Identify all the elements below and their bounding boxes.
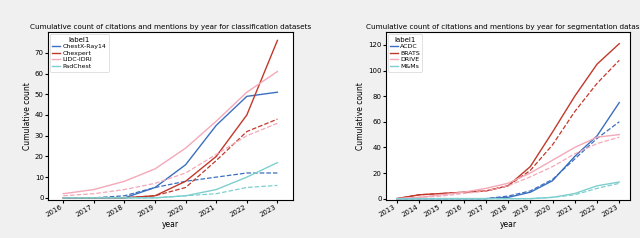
ACDC [415, 197, 423, 200]
DRIVE [571, 146, 579, 149]
DRIVE [482, 187, 490, 190]
Line: PadChest: PadChest [63, 163, 277, 198]
BRATS [616, 42, 623, 45]
Chexpert [151, 194, 159, 197]
BRATS [415, 193, 423, 196]
Y-axis label: Cumulative count: Cumulative count [23, 82, 32, 150]
M&Ms [415, 197, 423, 200]
ACDC [504, 196, 512, 199]
PadChest [182, 194, 189, 197]
ACDC [393, 197, 401, 200]
Title: Cumulative count of citations and mentions by year for classification datasets: Cumulative count of citations and mentio… [29, 24, 311, 30]
ACDC [616, 101, 623, 104]
Chexpert [182, 180, 189, 183]
DRIVE [616, 133, 623, 136]
ChestX-Ray14 [182, 163, 189, 166]
PadChest [273, 161, 281, 164]
LIDC-IDRI [90, 188, 98, 191]
Line: ChestX-Ray14: ChestX-Ray14 [63, 92, 277, 198]
DRIVE [548, 159, 556, 162]
DRIVE [527, 172, 534, 174]
BRATS [548, 131, 556, 134]
M&Ms [438, 197, 445, 200]
ChestX-Ray14 [212, 124, 220, 127]
Chexpert [120, 196, 128, 199]
DRIVE [504, 182, 512, 185]
ChestX-Ray14 [120, 196, 128, 199]
BRATS [571, 95, 579, 98]
Legend: ChestX-Ray14, Chexpert, LIDC-IDRI, PadChest: ChestX-Ray14, Chexpert, LIDC-IDRI, PadCh… [50, 34, 109, 71]
ChestX-Ray14 [60, 196, 67, 199]
Line: ACDC: ACDC [397, 103, 620, 199]
PadChest [151, 196, 159, 199]
Chexpert [273, 39, 281, 42]
M&Ms [393, 197, 401, 200]
BRATS [393, 197, 401, 200]
M&Ms [616, 181, 623, 183]
Line: M&Ms: M&Ms [397, 182, 620, 199]
M&Ms [593, 184, 601, 187]
M&Ms [548, 196, 556, 199]
BRATS [482, 189, 490, 192]
BRATS [460, 191, 467, 194]
X-axis label: year: year [162, 220, 179, 229]
X-axis label: year: year [499, 220, 516, 229]
DRIVE [393, 197, 401, 200]
Chexpert [212, 155, 220, 158]
PadChest [243, 176, 251, 178]
LIDC-IDRI [273, 70, 281, 73]
M&Ms [482, 197, 490, 200]
PadChest [90, 196, 98, 199]
ACDC [527, 191, 534, 194]
ChestX-Ray14 [243, 95, 251, 98]
M&Ms [460, 197, 467, 200]
LIDC-IDRI [182, 147, 189, 149]
BRATS [527, 165, 534, 168]
M&Ms [527, 197, 534, 200]
PadChest [60, 196, 67, 199]
Line: DRIVE: DRIVE [397, 135, 620, 199]
ChestX-Ray14 [273, 91, 281, 94]
Chexpert [60, 196, 67, 199]
DRIVE [438, 193, 445, 196]
ChestX-Ray14 [90, 196, 98, 199]
ChestX-Ray14 [151, 186, 159, 189]
BRATS [504, 184, 512, 187]
PadChest [120, 196, 128, 199]
DRIVE [460, 191, 467, 194]
ACDC [438, 197, 445, 200]
ACDC [593, 134, 601, 137]
ACDC [482, 197, 490, 200]
Line: LIDC-IDRI: LIDC-IDRI [63, 71, 277, 194]
BRATS [438, 192, 445, 195]
DRIVE [593, 136, 601, 139]
LIDC-IDRI [120, 180, 128, 183]
Title: Cumulative count of citations and mentions by year for segmentation datasets: Cumulative count of citations and mentio… [365, 24, 640, 30]
M&Ms [504, 197, 512, 200]
DRIVE [415, 196, 423, 199]
ACDC [548, 179, 556, 182]
Line: BRATS: BRATS [397, 44, 620, 199]
Y-axis label: Cumulative count: Cumulative count [356, 82, 365, 150]
PadChest [212, 188, 220, 191]
BRATS [593, 63, 601, 66]
LIDC-IDRI [151, 167, 159, 170]
LIDC-IDRI [212, 120, 220, 123]
ACDC [460, 197, 467, 200]
LIDC-IDRI [60, 192, 67, 195]
ACDC [571, 155, 579, 158]
M&Ms [571, 192, 579, 195]
Line: Chexpert: Chexpert [63, 40, 277, 198]
LIDC-IDRI [243, 91, 251, 94]
Legend: ACDC, BRATS, DRIVE, M&Ms: ACDC, BRATS, DRIVE, M&Ms [388, 34, 422, 71]
Chexpert [243, 114, 251, 116]
Chexpert [90, 196, 98, 199]
